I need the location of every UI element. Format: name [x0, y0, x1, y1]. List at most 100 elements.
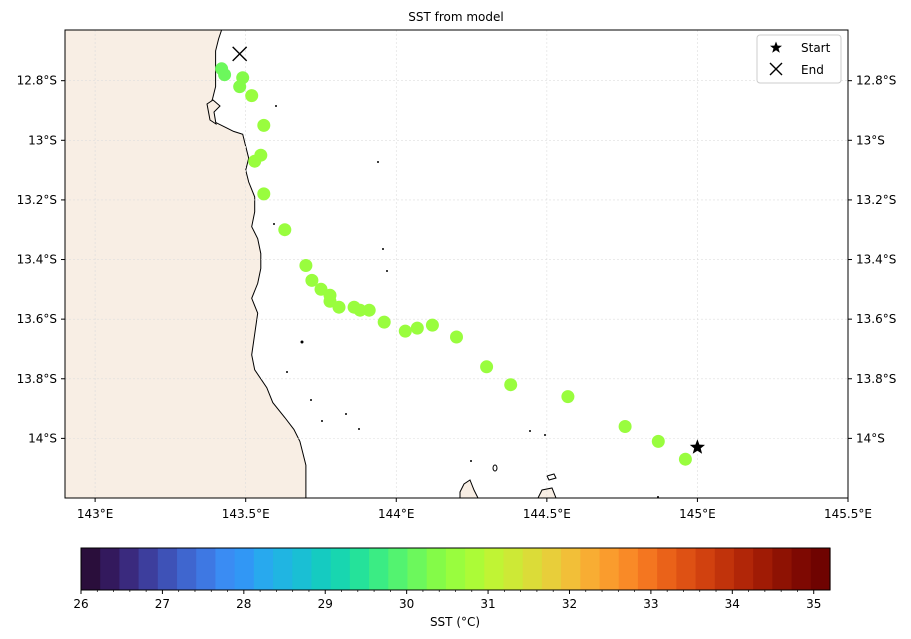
colorbar-cell	[234, 548, 255, 590]
colorbar-cell	[100, 548, 121, 590]
sst-point	[278, 223, 292, 237]
colorbar-cell	[599, 548, 620, 590]
sst-point	[347, 300, 361, 314]
star-icon	[770, 41, 782, 53]
sst-point	[504, 378, 518, 392]
colorbar-tick-label: 28	[236, 597, 251, 611]
y-tick-label: 14°S	[28, 431, 57, 445]
colorbar-cell	[157, 548, 178, 590]
island	[537, 487, 557, 498]
x-axis-ticks: 143°E 143.5°E 144°E 144.5°E 145°E 145.5°E	[77, 498, 872, 521]
y-tick-label-right: 13°S	[856, 133, 885, 147]
cross-icon	[769, 62, 783, 76]
y-tick-label-right: 14°S	[856, 431, 885, 445]
colorbar-cell	[330, 548, 351, 590]
island	[345, 413, 347, 415]
island	[459, 479, 479, 498]
colorbar-cell	[273, 548, 293, 590]
colorbar-ticks: 26 27 28 29 30 31 32 33 34 35	[73, 590, 821, 611]
colorbar-cell	[733, 548, 754, 590]
sst-point	[245, 89, 259, 103]
y-tick-label: 13.2°S	[17, 193, 57, 207]
colorbar-tick-label: 31	[480, 597, 495, 611]
start-marker	[689, 439, 705, 454]
y-tick-label-right: 13.4°S	[856, 253, 896, 267]
island	[382, 248, 384, 250]
colorbar-cell	[292, 548, 313, 590]
sst-point	[678, 452, 692, 466]
colorbar-cell	[253, 548, 274, 590]
colorbar: 26 27 28 29 30 31 32 33 34 35 SST (°C)	[73, 547, 831, 629]
sst-point	[377, 315, 391, 329]
colorbar-cell	[753, 548, 773, 590]
colorbar-cell	[541, 548, 562, 590]
colorbar-cell	[484, 548, 505, 590]
island	[492, 464, 498, 472]
colorbar-cell	[81, 548, 101, 590]
colorbar-cell	[791, 548, 812, 590]
colorbar-tick-label: 34	[725, 597, 740, 611]
y-tick-label: 13.8°S	[17, 372, 57, 386]
sst-point	[254, 148, 268, 162]
sst-point	[236, 71, 250, 85]
island	[300, 340, 304, 344]
colorbar-cell	[637, 548, 658, 590]
sst-point	[305, 273, 319, 287]
x-tick-label: 144°E	[378, 507, 415, 521]
sst-point	[651, 434, 665, 448]
colorbar-cell	[445, 548, 466, 590]
colorbar-tick-label: 33	[643, 597, 658, 611]
sst-point	[257, 187, 271, 201]
colorbar-cell	[522, 548, 543, 590]
sst-point	[362, 303, 376, 317]
sst-point	[618, 420, 632, 433]
colorbar-cell	[215, 548, 236, 590]
colorbar-label: SST (°C)	[430, 615, 480, 629]
colorbar-cell	[349, 548, 370, 590]
island	[358, 428, 360, 430]
track-markers	[232, 46, 705, 454]
colorbar-tick-label: 35	[806, 597, 821, 611]
y-tick-label: 13°S	[28, 133, 57, 147]
colorbar-cell	[580, 548, 601, 590]
island	[529, 430, 531, 432]
colorbar-cell	[465, 548, 485, 590]
island	[321, 420, 323, 422]
x-tick-label: 143.5°E	[222, 507, 270, 521]
sst-point	[215, 62, 229, 76]
colorbar-cell	[196, 548, 217, 590]
sst-point	[480, 360, 494, 374]
y-tick-label: 12.8°S	[17, 74, 57, 88]
colorbar-cell	[810, 548, 831, 590]
colorbar-cell	[561, 548, 581, 590]
legend-start-label: Start	[801, 41, 831, 55]
x-tick-label: 145°E	[679, 507, 716, 521]
sst-point	[561, 390, 575, 404]
y-axis-ticks: 12.8°S 12.8°S 13°S 13°S 13.2°S 13.2°S 13.4°S 13…	[17, 74, 897, 446]
colorbar-tick-label: 27	[155, 597, 170, 611]
x-tick-label: 144.5°E	[523, 507, 571, 521]
island	[273, 223, 275, 225]
island	[275, 105, 277, 107]
map-title: SST from model	[408, 10, 503, 24]
colorbar-cell	[618, 548, 639, 590]
colorbar-cell	[772, 548, 793, 590]
sst-track	[215, 62, 692, 466]
island	[386, 270, 388, 272]
sst-point	[398, 324, 412, 338]
colorbar-cell	[369, 548, 389, 590]
map-panel: 143°E 143.5°E 144°E 144.5°E 145°E 145.5°E 12.…	[17, 29, 897, 521]
colorbar-cell	[714, 548, 735, 590]
colorbar-cell	[503, 548, 524, 590]
sst-point	[299, 259, 313, 272]
colorbar-tick-label: 26	[73, 597, 88, 611]
colorbar-cell	[138, 548, 159, 590]
sst-point	[314, 282, 328, 296]
island	[546, 473, 557, 481]
colorbar-cell	[407, 548, 428, 590]
sst-point	[257, 118, 271, 132]
y-tick-label: 13.6°S	[17, 312, 57, 326]
island	[377, 161, 379, 163]
map-frame	[64, 29, 849, 499]
